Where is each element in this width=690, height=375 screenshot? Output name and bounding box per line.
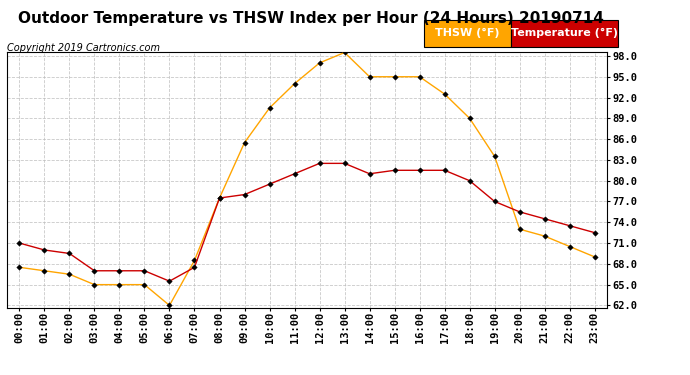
Text: Temperature (°F): Temperature (°F) xyxy=(511,28,618,38)
Text: Copyright 2019 Cartronics.com: Copyright 2019 Cartronics.com xyxy=(7,43,160,53)
Text: Outdoor Temperature vs THSW Index per Hour (24 Hours) 20190714: Outdoor Temperature vs THSW Index per Ho… xyxy=(17,11,604,26)
Text: THSW (°F): THSW (°F) xyxy=(435,28,500,38)
